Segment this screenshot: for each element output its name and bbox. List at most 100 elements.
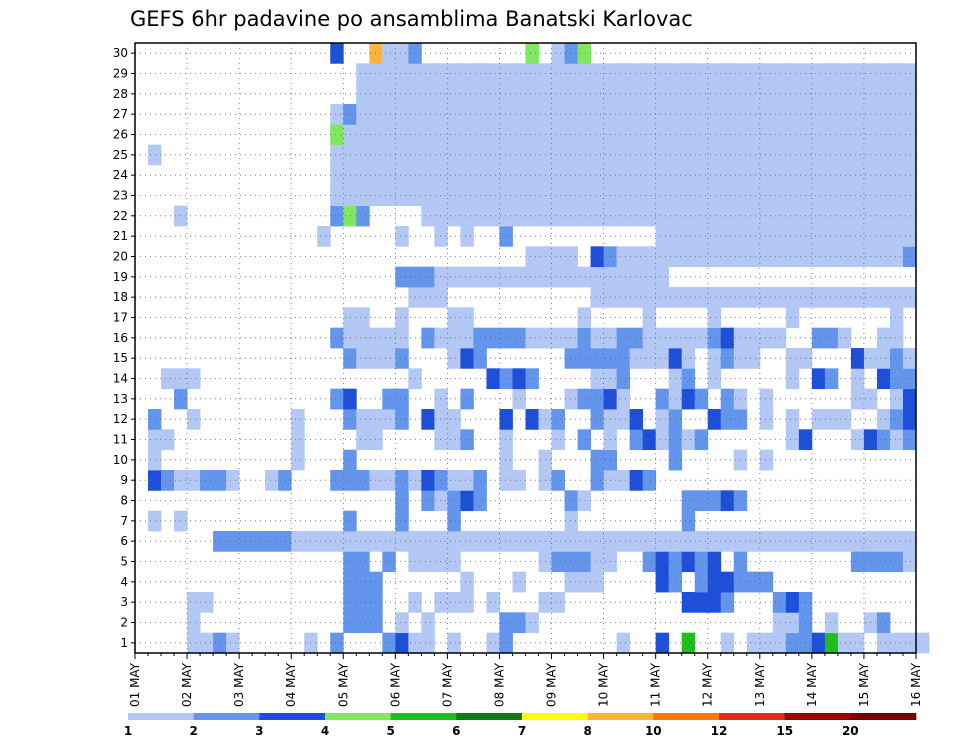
heatmap-cell	[759, 287, 774, 308]
heatmap-cell	[421, 185, 435, 207]
heatmap-cell	[577, 327, 591, 349]
heatmap-cell	[486, 592, 500, 613]
heatmap-cell	[655, 409, 670, 430]
heatmap-cell	[343, 104, 357, 125]
legend-swatch	[390, 713, 457, 720]
x-tick-label: 03 MAY	[232, 662, 246, 707]
heatmap-cell	[785, 612, 800, 634]
heatmap-cell	[837, 144, 852, 166]
y-tick-label: 28	[113, 87, 128, 101]
heatmap-cell	[577, 307, 591, 329]
heatmap-cell	[629, 124, 644, 146]
heatmap-cell	[811, 205, 826, 227]
heatmap-cell	[226, 470, 240, 491]
heatmap-cell	[746, 124, 761, 146]
heatmap-cell	[785, 592, 800, 613]
heatmap-cell	[356, 571, 370, 593]
heatmap-cell	[551, 104, 565, 125]
heatmap-cell	[343, 327, 357, 349]
heatmap-cell	[577, 551, 591, 573]
heatmap-cell	[785, 226, 800, 247]
heatmap-cell	[889, 531, 904, 552]
heatmap-cell	[356, 348, 370, 369]
heatmap-cell	[681, 287, 696, 308]
heatmap-cell	[824, 531, 839, 552]
heatmap-cell	[382, 409, 396, 430]
heatmap-cell	[681, 205, 696, 227]
heatmap-cell	[291, 429, 305, 451]
heatmap-cell	[343, 348, 357, 369]
heatmap-cell	[369, 409, 383, 430]
heatmap-cell	[330, 388, 344, 410]
heatmap-cell	[512, 266, 526, 288]
heatmap-cell	[343, 144, 357, 166]
heatmap-cell	[642, 348, 657, 369]
heatmap-cell	[551, 165, 565, 186]
heatmap-cell	[837, 165, 852, 186]
heatmap-cell	[707, 246, 722, 268]
heatmap-cell	[564, 327, 578, 349]
heatmap-cell	[369, 327, 383, 349]
heatmap-cell	[707, 226, 722, 247]
heatmap-cell	[382, 551, 396, 573]
heatmap-cell	[824, 327, 839, 349]
heatmap-cell	[681, 510, 696, 532]
x-tick-label: 09 MAY	[545, 662, 559, 707]
heatmap-cell	[772, 592, 787, 613]
heatmap-cell	[616, 409, 631, 430]
heatmap-cell	[434, 226, 448, 247]
heatmap-cell	[785, 165, 800, 186]
heatmap-cell	[278, 531, 292, 552]
heatmap-cell	[395, 124, 409, 146]
heatmap-cell	[642, 63, 657, 85]
heatmap-cell	[434, 551, 448, 573]
heatmap-cell	[564, 104, 578, 125]
heatmap-cell	[499, 266, 513, 288]
heatmap-cell	[629, 185, 644, 207]
heatmap-cell	[551, 205, 565, 227]
heatmap-cell	[772, 165, 787, 186]
heatmap-cell	[525, 531, 539, 552]
heatmap-cell	[395, 83, 409, 105]
heatmap-cell	[512, 470, 526, 491]
heatmap-cell	[551, 63, 565, 85]
heatmap-cell	[200, 632, 214, 654]
y-tick-label: 7	[120, 514, 128, 528]
heatmap-cell	[759, 185, 774, 207]
y-tick-label: 24	[113, 168, 128, 182]
heatmap-cell	[460, 185, 474, 207]
heatmap-cell	[707, 531, 722, 552]
heatmap-cell	[824, 632, 839, 654]
heatmap-cell	[382, 185, 396, 207]
x-tick-label: 12 MAY	[701, 662, 715, 707]
y-tick-label: 12	[113, 412, 128, 426]
heatmap-cell	[824, 165, 839, 186]
heatmap-cell	[434, 429, 448, 451]
heatmap-cell	[577, 266, 591, 288]
heatmap-cell	[707, 165, 722, 186]
heatmap-cell	[681, 83, 696, 105]
heatmap-cell	[382, 124, 396, 146]
heatmap-cell	[772, 205, 787, 227]
heatmap-cell	[811, 63, 826, 85]
heatmap-cell	[707, 287, 722, 308]
heatmap-cell	[525, 43, 539, 64]
heatmap-cell	[434, 185, 448, 207]
heatmap-cell	[694, 63, 709, 85]
legend-label: 15	[776, 724, 793, 738]
heatmap-cell	[200, 470, 214, 491]
x-tick-label: 02 MAY	[180, 662, 194, 707]
heatmap-cell	[655, 388, 670, 410]
heatmap-cell	[720, 205, 735, 227]
heatmap-cell	[460, 226, 474, 247]
heatmap-cell	[369, 429, 383, 451]
heatmap-cell	[629, 409, 644, 430]
heatmap-cell	[720, 531, 735, 552]
heatmap-cell	[902, 185, 917, 207]
heatmap-cell	[694, 226, 709, 247]
heatmap-cell	[707, 490, 722, 512]
heatmap-cell	[460, 388, 474, 410]
heatmap-cell	[486, 368, 500, 390]
heatmap-cell	[460, 124, 474, 146]
heatmap-cell	[902, 388, 917, 410]
